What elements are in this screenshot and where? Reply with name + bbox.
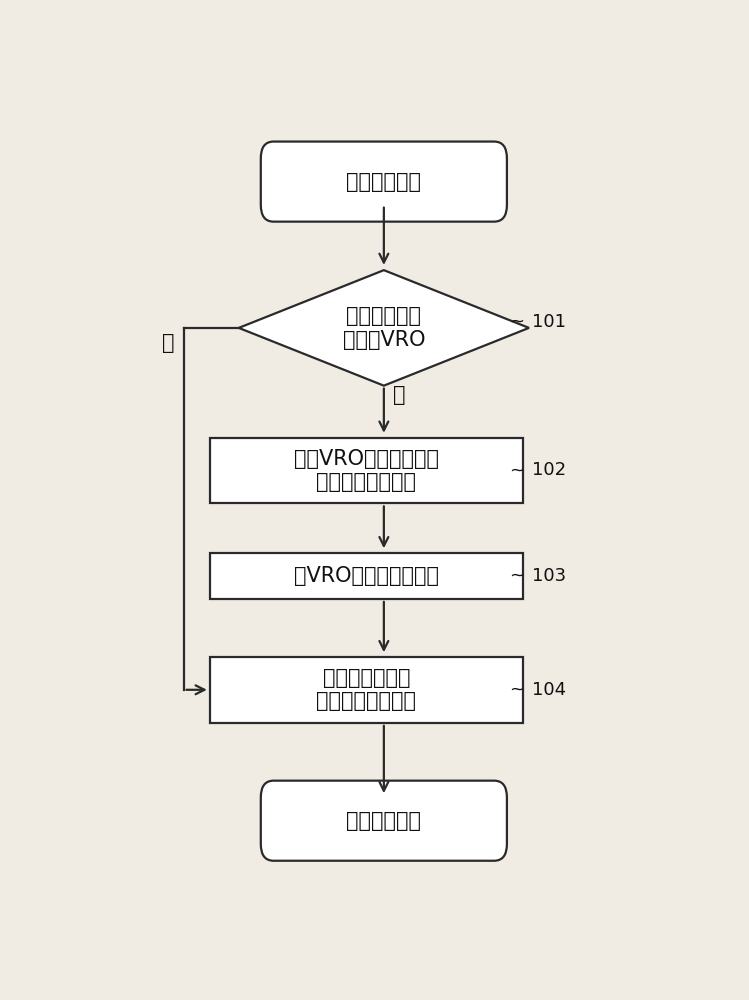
Text: ~: ~	[509, 567, 524, 585]
Text: ~: ~	[509, 461, 524, 479]
Polygon shape	[239, 270, 529, 386]
Text: 将VRO赋值为切入线程: 将VRO赋值为切入线程	[294, 566, 439, 586]
Text: ~: ~	[509, 681, 524, 699]
Text: ~: ~	[509, 313, 524, 331]
Text: 否: 否	[392, 385, 405, 405]
Bar	[210, 438, 523, 503]
Bar	[210, 657, 523, 723]
FancyBboxPatch shape	[261, 781, 507, 861]
Bar	[210, 553, 523, 599]
Text: 103: 103	[532, 567, 566, 585]
Text: 保存VRO所指示线程的
矢量寄存器组现场: 保存VRO所指示线程的 矢量寄存器组现场	[294, 449, 439, 492]
Text: 102: 102	[532, 461, 566, 479]
Text: 切入线程是否
等同于VRO: 切入线程是否 等同于VRO	[342, 306, 425, 350]
Text: 101: 101	[532, 313, 566, 331]
Text: 恢复切入线程的
矢量寄存器组现场: 恢复切入线程的 矢量寄存器组现场	[316, 668, 416, 711]
Text: 线程切换开始: 线程切换开始	[346, 172, 422, 192]
Text: 是: 是	[163, 333, 175, 353]
Text: 104: 104	[532, 681, 566, 699]
Text: 线程切换结束: 线程切换结束	[346, 811, 422, 831]
FancyBboxPatch shape	[261, 142, 507, 222]
